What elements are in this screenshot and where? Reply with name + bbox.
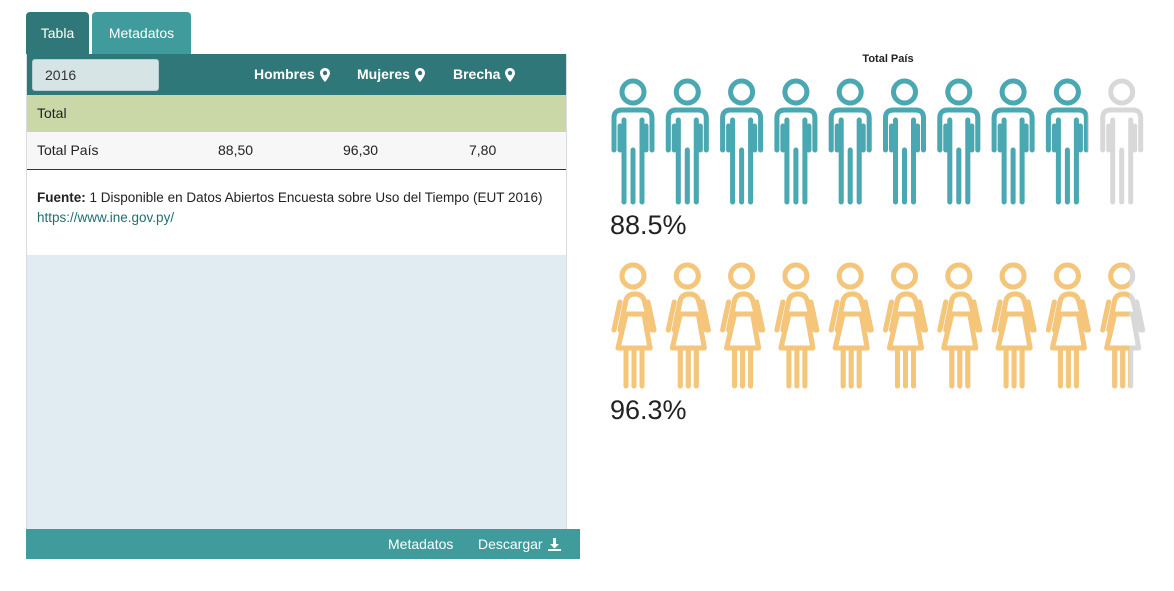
men-pictograph <box>611 78 1144 205</box>
woman-icon <box>774 262 820 389</box>
man-icon <box>720 78 764 205</box>
chart-title: Total País <box>862 53 914 65</box>
column-label: Hombres <box>254 66 315 82</box>
map-pin-icon[interactable] <box>319 67 330 82</box>
man-icon <box>774 78 818 205</box>
cell-hombres: 88,50 <box>218 142 254 158</box>
map-pin-icon[interactable] <box>505 67 516 82</box>
woman-icon <box>991 262 1037 389</box>
women-pictograph <box>611 262 1146 389</box>
table-row[interactable]: Total País 88,50 96,30 7,80 <box>27 132 566 170</box>
tab-metadatos[interactable]: Metadatos <box>92 12 191 54</box>
tab-tabla[interactable]: Tabla <box>26 12 89 54</box>
table-header: 2016 Hombres Mujeres Brecha <box>27 54 566 95</box>
column-header-mujeres[interactable]: Mujeres <box>357 54 425 95</box>
man-icon <box>1045 78 1089 205</box>
year-select[interactable]: 2016 <box>32 59 159 91</box>
man-icon <box>1100 78 1144 205</box>
download-label: Descargar <box>478 536 543 552</box>
woman-icon <box>1100 262 1146 389</box>
woman-icon <box>828 262 874 389</box>
metadata-label: Metadatos <box>388 536 454 552</box>
woman-icon <box>720 262 766 389</box>
map-pin-icon[interactable] <box>414 67 425 82</box>
cell-brecha: 7,80 <box>469 142 497 158</box>
table-panel: 2016 Hombres Mujeres Brecha Total Total … <box>26 54 567 530</box>
woman-icon <box>883 262 928 389</box>
woman-icon <box>937 262 983 389</box>
man-icon <box>883 78 926 205</box>
cell-mujeres: 96,30 <box>343 142 379 158</box>
row-label: Total País <box>37 142 99 158</box>
women-percentage: 96.3% <box>610 395 687 425</box>
source-text: 1 Disponible en Datos Abiertos Encuesta … <box>89 190 543 205</box>
download-icon <box>547 537 561 551</box>
table-footer: Metadatos Descargar <box>26 529 580 559</box>
woman-icon <box>1045 262 1091 389</box>
source-label: Fuente: <box>37 190 86 205</box>
woman-icon <box>665 262 711 389</box>
column-label: Mujeres <box>357 66 410 82</box>
source-note: Fuente: 1 Disponible en Datos Abiertos E… <box>27 170 566 255</box>
download-button[interactable]: Descargar <box>478 529 561 559</box>
column-label: Brecha <box>453 66 501 82</box>
source-link[interactable]: https://www.ine.gov.py/ <box>37 210 175 225</box>
man-icon <box>828 78 872 205</box>
man-icon <box>665 78 709 205</box>
man-icon <box>991 78 1035 205</box>
column-header-brecha[interactable]: Brecha <box>453 54 516 95</box>
woman-icon <box>611 262 657 389</box>
man-icon <box>611 78 655 205</box>
man-icon <box>937 78 981 205</box>
metadata-button[interactable]: Metadatos <box>388 529 453 559</box>
column-header-hombres[interactable]: Hombres <box>254 54 330 95</box>
group-row-total: Total <box>27 95 566 132</box>
men-percentage: 88.5% <box>610 210 687 240</box>
